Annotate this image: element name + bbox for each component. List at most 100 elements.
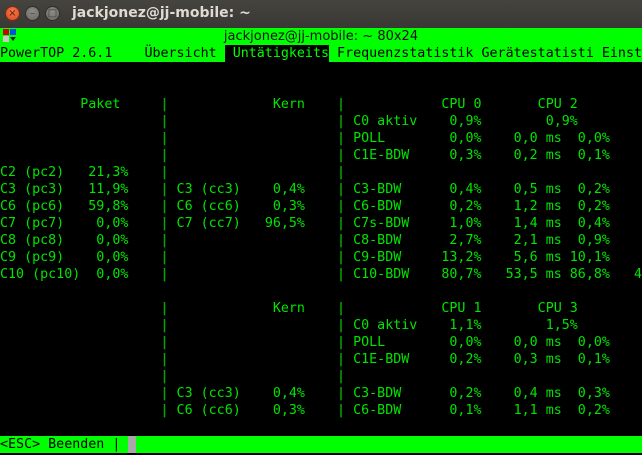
cpu-a-value: 0,2% <box>449 352 482 367</box>
column-separator: | <box>337 352 346 367</box>
column-separator: | <box>337 233 346 248</box>
residency-time: 5,6 ms <box>513 250 562 265</box>
cpu-b-value: 0,2% <box>577 199 610 214</box>
text-cursor <box>128 436 137 453</box>
column-separator: | <box>337 369 346 384</box>
column-separator: | <box>160 199 169 214</box>
terminal-row: | | POLL 0,0% 0,0 ms 0,0% <box>0 334 642 351</box>
terminal-row: | | C6 (pc6) 59,8% C6 (cc6) 0,3% C6-BDW 0,2% 1,2… <box>0 198 642 215</box>
cpu-b-value: 0,2% <box>577 403 610 418</box>
cstate-label: C9-BDW <box>353 250 402 265</box>
cpu-a-value: 0,0% <box>449 131 482 146</box>
terminal-menu-icon[interactable] <box>3 29 17 43</box>
cpu-b-value: 0,4% <box>577 216 610 231</box>
core-cstate-label: C6 (cc6) <box>176 403 241 418</box>
cpu-b-value: 0,1% <box>577 352 610 367</box>
column-separator: | <box>337 335 346 350</box>
terminal-row: | | C10 (pc10) 0,0% C10-BDW 80,7% 53,5 ms 86,8%… <box>0 266 642 283</box>
package-cstate-value: 11,9% <box>88 182 129 197</box>
cstate-label: C6-BDW <box>353 403 402 418</box>
package-cstate-value: 0,0% <box>96 233 129 248</box>
cstate-label: C0 aktiv <box>353 318 418 333</box>
residency-time: 0,2 ms <box>513 148 562 163</box>
package-cstate-label: C3 (pc3) <box>0 182 65 197</box>
column-separator: | <box>160 335 169 350</box>
terminal-row: | | C6 (cc6) 0,3% C6-BDW 0,1% 1,1 ms 0,2% <box>0 402 642 419</box>
maximize-icon[interactable]: □ <box>45 6 60 21</box>
core-cstate-label: C3 (cc3) <box>176 386 241 401</box>
package-header: Paket <box>80 97 121 112</box>
cpu-b-value: 0,0% <box>577 131 610 146</box>
column-separator: | <box>160 114 169 129</box>
residency-time: 53,5 ms <box>505 267 562 282</box>
cstate-label: C1E-BDW <box>353 352 410 367</box>
terminal-row <box>0 62 642 79</box>
column-separator: | <box>337 199 346 214</box>
truncated-value: 4 <box>633 267 642 282</box>
cpu-a-value: 0,0% <box>449 335 482 350</box>
terminal-row: | | C7 (pc7) 0,0% C7 (cc7) 96,5% C7s-BDW 1,0% 1,… <box>0 215 642 232</box>
terminal-row: | | C3 (cc3) 0,4% C3-BDW 0,2% 0,4 ms 0,3% <box>0 385 642 402</box>
column-separator: | <box>160 216 169 231</box>
cpu-a-value: 0,4% <box>449 182 482 197</box>
residency-time: 1,4 ms <box>513 216 562 231</box>
column-separator: | <box>160 403 169 418</box>
terminal-row: | | C8 (pc8) 0,0% C8-BDW 2,7% 2,1 ms 0,9% <box>0 232 642 249</box>
cpu-header: CPU 0 <box>441 97 482 112</box>
terminal-row: | | Kern CPU 1 CPU 3 <box>0 300 642 317</box>
cpu-b-value: 0,0% <box>577 335 610 350</box>
core-cstate-value: 96,5% <box>264 216 305 231</box>
cstate-label: POLL <box>353 335 386 350</box>
column-separator: | <box>337 216 346 231</box>
terminal-row: | | C1E-BDW 0,3% 0,2 ms 0,1% <box>0 147 642 164</box>
column-separator: | <box>337 267 346 282</box>
app-title: PowerTOP 2.6.1 <box>0 46 113 61</box>
terminal-title: jackjonez@jj-mobile: ~ 80x24 <box>223 29 419 44</box>
minimize-icon[interactable]: – <box>25 6 40 21</box>
terminal-screen[interactable]: PowerTOP 2.6.1 Übersicht Untätigkeits Freq… <box>0 45 642 453</box>
column-separator: | <box>160 182 169 197</box>
cpu-b-value: 0,9% <box>545 114 578 129</box>
tab-gerätestatisti[interactable]: Gerätestatisti <box>481 46 594 61</box>
terminal-row <box>0 283 642 300</box>
tab-einst[interactable]: Einst <box>601 46 642 61</box>
cpu-b-value: 0,1% <box>577 148 610 163</box>
cstate-label: C8-BDW <box>353 233 402 248</box>
package-cstate-value: 21,3% <box>88 165 129 180</box>
package-cstate-label: C6 (pc6) <box>0 199 65 214</box>
terminal-row: | | POLL 0,0% 0,0 ms 0,0% <box>0 130 642 147</box>
terminal-row <box>0 419 642 436</box>
residency-time: 0,5 ms <box>513 182 562 197</box>
package-cstate-label: C2 (pc2) <box>0 165 65 180</box>
package-cstate-label: C9 (pc9) <box>0 250 65 265</box>
package-cstate-value: 0,0% <box>96 267 129 282</box>
tab-übersicht[interactable]: Übersicht <box>144 46 217 61</box>
tab-frequenzstatistik[interactable]: Frequenzstatistik <box>337 46 474 61</box>
cstate-label: C7s-BDW <box>353 216 410 231</box>
terminal-titlebar: jackjonez@jj-mobile: ~ 80x24 <box>0 28 642 45</box>
cstate-label: C0 aktiv <box>353 114 418 129</box>
column-separator: | <box>160 250 169 265</box>
terminal-row: PowerTOP 2.6.1 Übersicht Untätigkeits Freq… <box>0 45 642 62</box>
package-cstate-value: 0,0% <box>96 250 129 265</box>
cpu-a-value: 13,2% <box>441 250 482 265</box>
package-cstate-value: 0,0% <box>96 216 129 231</box>
window-titlebar: × – □ jackjonez@jj-mobile: ~ <box>0 0 642 28</box>
column-separator: | <box>337 250 346 265</box>
cpu-a-value: 0,3% <box>449 148 482 163</box>
cstate-label: C3-BDW <box>353 182 402 197</box>
cpu-a-value: 0,2% <box>449 199 482 214</box>
close-icon[interactable]: × <box>5 6 20 21</box>
column-separator: | <box>160 267 169 282</box>
column-separator: | <box>337 301 346 316</box>
residency-time: 0,0 ms <box>513 131 562 146</box>
column-separator: | <box>337 114 346 129</box>
cpu-b-value: 0,2% <box>577 182 610 197</box>
tab-untätigkeits[interactable]: Untätigkeits <box>224 45 330 62</box>
terminal-row: | | C9 (pc9) 0,0% C9-BDW 13,2% 5,6 ms 10,1% <box>0 249 642 266</box>
package-cstate-label: C7 (pc7) <box>0 216 65 231</box>
cpu-b-value: 0,3% <box>577 386 610 401</box>
cpu-b-value: 10,1% <box>569 250 610 265</box>
cpu-b-value: 0,9% <box>577 233 610 248</box>
residency-time: 0,0 ms <box>513 335 562 350</box>
